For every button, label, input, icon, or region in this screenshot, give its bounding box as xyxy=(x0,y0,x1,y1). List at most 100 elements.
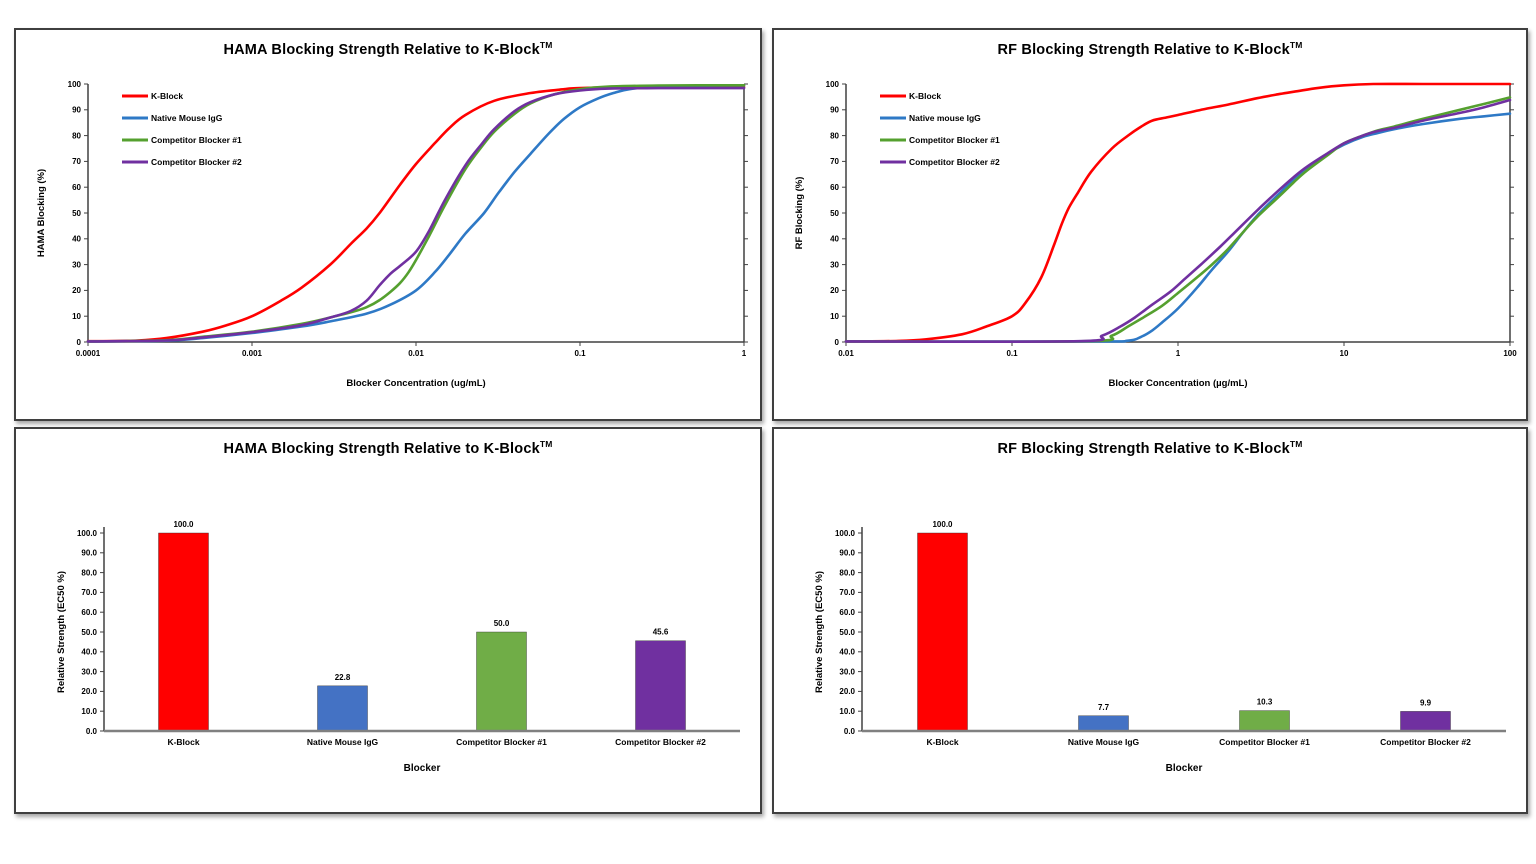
bar-value-label: 7.7 xyxy=(1098,703,1110,712)
chart-title: HAMA Blocking Strength Relative to K-Blo… xyxy=(16,40,760,58)
chart-title: RF Blocking Strength Relative to K-Block… xyxy=(774,40,1526,58)
bar-value-label: 45.6 xyxy=(653,628,669,637)
y-tick-label: 40.0 xyxy=(839,648,855,657)
y-axis-title: Relative Strength (EC50 %) xyxy=(814,571,825,693)
x-axis-title: Blocker Concentration (ug/mL) xyxy=(346,378,485,389)
y-tick-label: 40.0 xyxy=(81,648,97,657)
rf-line-chart-panel: RF Blocking Strength Relative to K-Block… xyxy=(772,28,1528,421)
x-tick-label: 100 xyxy=(1503,349,1517,358)
x-tick-label: 0.01 xyxy=(408,349,424,358)
hama-bar-chart: 0.0 10.0 20.0 30.0 40.0 50.0 60.0 70.0 80.0 90.0 1… xyxy=(16,429,760,812)
bar-category-label: K-Block xyxy=(926,737,958,747)
trademark-superscript: TM xyxy=(1289,40,1303,50)
rf-bar-chart: 0.0 10.0 20.0 30.0 40.0 50.0 60.0 70.0 80.0 90.0 1… xyxy=(774,429,1526,812)
legend-label-competitor-blocker-2: Competitor Blocker #2 xyxy=(151,157,242,167)
y-tick-label: 20 xyxy=(72,286,81,295)
y-tick-label: 60.0 xyxy=(839,608,855,617)
bar-competitor-blocker-1 xyxy=(476,631,527,732)
y-tick-label: 30 xyxy=(72,260,81,269)
x-tick-label: 0.1 xyxy=(574,349,586,358)
y-tick-label: 20.0 xyxy=(81,687,97,696)
chart-title-text: RF Blocking Strength Relative to K-Block xyxy=(997,440,1290,457)
y-tick-label: 90 xyxy=(72,106,81,115)
y-tick-label: 60 xyxy=(72,183,81,192)
hama-line-chart: 0 10 20 30 40 50 60 70 80 90 100 0.0001 0.001 0.01 0.1… xyxy=(16,30,760,419)
chart-title-text: HAMA Blocking Strength Relative to K-Blo… xyxy=(223,41,540,58)
rf-line-chart: 0 10 20 30 40 50 60 70 80 90 100 0.01 0.1 1 10 100 Block… xyxy=(774,30,1526,419)
y-axis-title: Relative Strength (EC50 %) xyxy=(56,571,67,693)
bar-category-label: Competitor Blocker #1 xyxy=(456,737,547,747)
legend-label-k-block: K-Block xyxy=(909,91,941,101)
chart-title-text: RF Blocking Strength Relative to K-Block xyxy=(997,41,1290,58)
legend-label-native-mouse-igg: Native mouse IgG xyxy=(909,113,981,123)
rf-curves-svg: 0 10 20 30 40 50 60 70 80 90 100 0.01 0.1 1 10 100 Block… xyxy=(794,80,1517,389)
bar-category-label: Competitor Blocker #2 xyxy=(1380,737,1471,747)
bar-value-label: 100.0 xyxy=(173,520,194,529)
bar-competitor-blocker-2 xyxy=(635,640,686,732)
y-tick-label: 70.0 xyxy=(839,588,855,597)
bar-value-label: 10.3 xyxy=(1257,698,1273,707)
hama-bars-svg: 0.0 10.0 20.0 30.0 40.0 50.0 60.0 70.0 80.0 90.0 1… xyxy=(56,520,740,774)
hama-curves-svg: 0 10 20 30 40 50 60 70 80 90 100 0.0001 0.001 0.01 0.1… xyxy=(36,80,748,389)
x-tick-label: 1 xyxy=(1176,349,1181,358)
x-tick-label: 0.1 xyxy=(1006,349,1018,358)
y-tick-label: 0.0 xyxy=(844,727,856,736)
y-tick-label: 90 xyxy=(830,106,839,115)
trademark-superscript: TM xyxy=(539,40,553,50)
y-tick-label: 70.0 xyxy=(81,588,97,597)
chart-title: HAMA Blocking Strength Relative to K-Blo… xyxy=(16,439,760,457)
series-competitor-blocker-1 xyxy=(86,84,746,343)
bar-k-block xyxy=(158,532,209,732)
y-tick-label: 100.0 xyxy=(77,529,98,538)
series-competitor-blocker-2 xyxy=(86,86,746,343)
series-k-block xyxy=(844,82,1512,343)
y-tick-label: 100 xyxy=(826,80,840,89)
y-tick-label: 80 xyxy=(72,131,81,140)
bar-k-block xyxy=(917,532,968,732)
legend-label-competitor-blocker-1: Competitor Blocker #1 xyxy=(909,135,1000,145)
x-axis-title: Blocker Concentration (µg/mL) xyxy=(1108,378,1247,389)
rf-bar-chart-panel: RF Blocking Strength Relative to K-Block… xyxy=(772,427,1528,814)
bar-category-label: Native Mouse IgG xyxy=(1068,737,1140,747)
trademark-superscript: TM xyxy=(1289,439,1303,449)
y-tick-label: 100 xyxy=(68,80,82,89)
bar-category-label: Competitor Blocker #1 xyxy=(1219,737,1310,747)
y-tick-label: 10 xyxy=(830,312,839,321)
y-tick-label: 0 xyxy=(77,338,82,347)
trademark-superscript: TM xyxy=(539,439,553,449)
y-tick-label: 70 xyxy=(72,157,81,166)
y-tick-label: 20.0 xyxy=(839,687,855,696)
y-tick-label: 60 xyxy=(830,183,839,192)
y-tick-label: 50.0 xyxy=(81,628,97,637)
y-tick-label: 30.0 xyxy=(81,667,97,676)
bar-competitor-blocker-1 xyxy=(1239,710,1290,732)
bar-native-mouse-igg xyxy=(1078,715,1129,732)
y-tick-label: 100.0 xyxy=(835,529,856,538)
bar-value-label: 9.9 xyxy=(1420,698,1432,707)
legend-label-competitor-blocker-2: Competitor Blocker #2 xyxy=(909,157,1000,167)
chart-title: RF Blocking Strength Relative to K-Block… xyxy=(774,439,1526,457)
bar-value-label: 22.8 xyxy=(335,673,351,682)
y-tick-label: 80.0 xyxy=(839,568,855,577)
y-tick-label: 80 xyxy=(830,131,839,140)
y-tick-label: 70 xyxy=(830,157,839,166)
hama-bar-chart-panel: HAMA Blocking Strength Relative to K-Blo… xyxy=(14,427,762,814)
y-tick-label: 90.0 xyxy=(81,549,97,558)
hama-line-chart-panel: HAMA Blocking Strength Relative to K-Blo… xyxy=(14,28,762,421)
y-tick-label: 60.0 xyxy=(81,608,97,617)
y-axis-title: RF Blocking (%) xyxy=(794,177,805,250)
y-tick-label: 30 xyxy=(830,260,839,269)
y-axis-title: HAMA Blocking (%) xyxy=(36,169,47,257)
bar-category-label: K-Block xyxy=(167,737,199,747)
x-axis-title: Blocker xyxy=(1166,763,1203,774)
rf-bars-svg: 0.0 10.0 20.0 30.0 40.0 50.0 60.0 70.0 80.0 90.0 1… xyxy=(814,520,1506,774)
series-native-mouse-igg xyxy=(844,112,1512,343)
y-tick-label: 10.0 xyxy=(81,707,97,716)
y-tick-label: 10.0 xyxy=(839,707,855,716)
y-tick-label: 50 xyxy=(72,209,81,218)
series-k-block xyxy=(86,85,746,343)
x-tick-label: 0.001 xyxy=(242,349,263,358)
y-tick-label: 30.0 xyxy=(839,667,855,676)
series-native-mouse-igg xyxy=(86,84,746,343)
